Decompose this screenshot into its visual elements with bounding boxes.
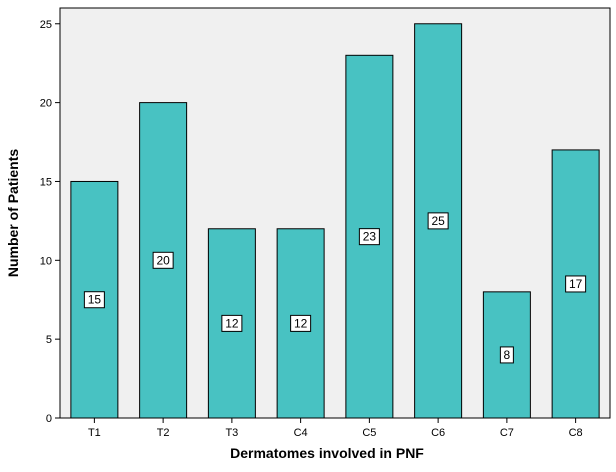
- data-label-box: [427, 212, 449, 230]
- data-label-text: 12: [294, 316, 308, 330]
- y-axis: 0 5 10 15 20 25: [40, 19, 60, 425]
- data-label-text: 15: [88, 293, 102, 307]
- y-tick-label: 0: [46, 413, 52, 425]
- y-tick-label: 25: [40, 19, 52, 31]
- data-label-box: [221, 314, 243, 332]
- data-label-text: 25: [431, 214, 445, 228]
- y-tick-label: 10: [40, 255, 52, 267]
- data-labels-group: 15 20 12 12 23 25 8 17: [83, 212, 587, 364]
- x-tick-label: T3: [225, 427, 238, 439]
- data-label-t3: 12: [221, 314, 243, 332]
- y-tick-label: 20: [40, 98, 52, 110]
- data-label-box: [358, 228, 380, 246]
- data-label-c6: 25: [427, 212, 449, 230]
- x-tick-label: C6: [431, 427, 445, 439]
- data-label-t2: 20: [152, 251, 174, 269]
- data-label-text: 8: [504, 348, 511, 362]
- x-tick-label: C8: [569, 427, 583, 439]
- bars-group: [70, 23, 600, 419]
- data-label-box: [83, 291, 105, 309]
- x-axis-title: Dermatomes involved in PNF: [230, 445, 424, 461]
- x-tick-label: C7: [500, 427, 514, 439]
- data-label-text: 12: [225, 316, 239, 330]
- data-label-box: [565, 275, 587, 293]
- data-label-box: [152, 251, 174, 269]
- x-tick-label: C5: [362, 427, 376, 439]
- data-label-box: [499, 346, 514, 364]
- data-label-text: 23: [363, 230, 377, 244]
- data-label-box: [290, 314, 312, 332]
- data-label-t1: 15: [83, 291, 105, 309]
- data-label-text: 20: [156, 253, 170, 267]
- x-tick-label: T2: [157, 427, 170, 439]
- data-label-c7: 8: [499, 346, 514, 364]
- y-tick-label: 5: [46, 334, 52, 346]
- x-tick-label: C4: [294, 427, 308, 439]
- data-label-text: 17: [569, 277, 583, 291]
- data-label-c8: 17: [565, 275, 587, 293]
- data-label-c5: 23: [358, 228, 380, 246]
- y-tick-label: 15: [40, 176, 52, 188]
- x-tick-label: T1: [88, 427, 101, 439]
- data-label-c4: 12: [290, 314, 312, 332]
- y-axis-title: Number of Patients: [5, 149, 21, 278]
- x-axis: T1 T2 T3 C4 C5 C6 C7 C8: [88, 418, 583, 439]
